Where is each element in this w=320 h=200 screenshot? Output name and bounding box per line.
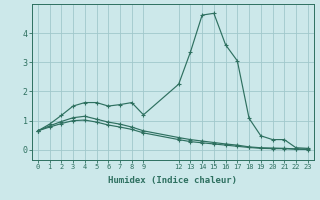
X-axis label: Humidex (Indice chaleur): Humidex (Indice chaleur): [108, 176, 237, 185]
